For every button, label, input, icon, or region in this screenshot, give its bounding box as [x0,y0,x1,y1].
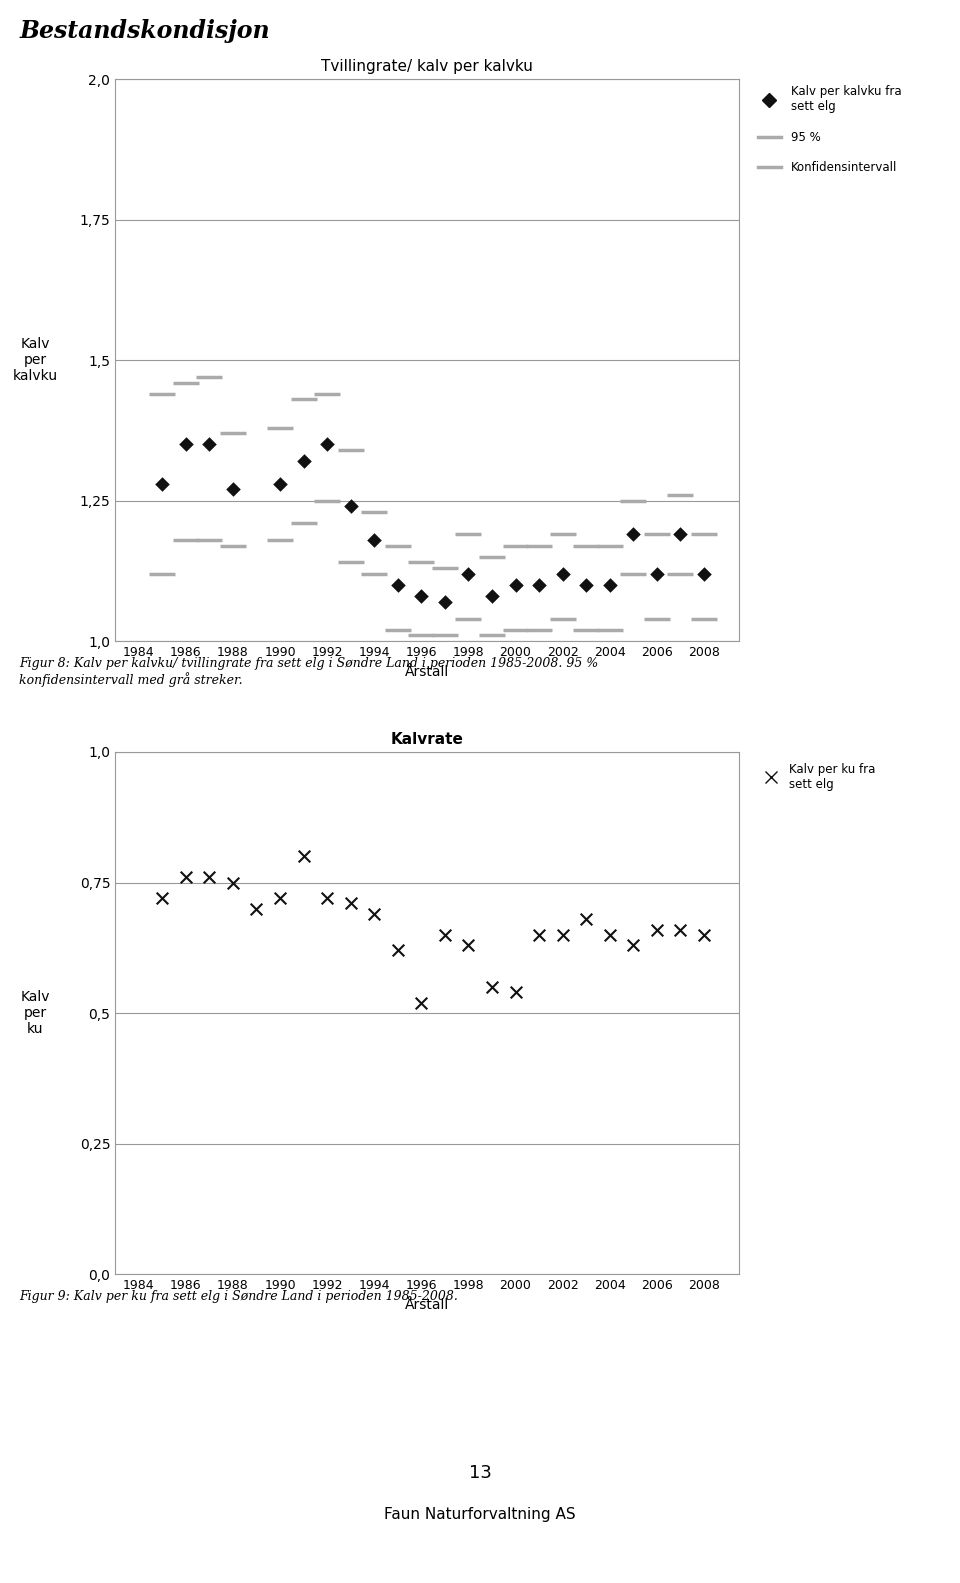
Point [673,917,688,942]
Point [414,989,429,1015]
Point [414,584,429,609]
Point [179,864,194,890]
Point [649,917,664,942]
Point [343,891,358,917]
Title: Kalvrate: Kalvrate [391,731,464,747]
Point [437,589,452,614]
Text: Figur 8: Kalv per kalvku/ tvillingrate fra sett elg i Søndre Land i perioden 198: Figur 8: Kalv per kalvku/ tvillingrate f… [19,657,598,687]
Point [602,573,617,598]
Point [579,573,594,598]
Text: Faun Naturforvaltning AS: Faun Naturforvaltning AS [384,1507,576,1521]
Point [367,901,382,926]
Point [532,573,547,598]
Legend: Kalv per kalvku fra
sett elg, 95 %, Konfidensintervall: Kalv per kalvku fra sett elg, 95 %, Konf… [757,85,901,174]
Point [296,844,311,869]
Point [273,885,288,910]
Text: Figur 9: Kalv per ku fra sett elg i Søndre Land i perioden 1985-2008.: Figur 9: Kalv per ku fra sett elg i Sønd… [19,1290,458,1303]
Point [226,871,241,896]
Point [296,448,311,473]
Point [390,573,405,598]
Text: 13: 13 [468,1464,492,1482]
Point [555,560,570,586]
Point [320,885,335,910]
Point [179,432,194,457]
Point [508,980,523,1005]
Point [461,560,476,586]
Point [155,472,170,497]
Point [484,974,499,1000]
Point [249,896,264,921]
Point [626,522,641,548]
Point [226,476,241,502]
Point [155,885,170,910]
Point [202,864,217,890]
Title: Tvillingrate/ kalv per kalvku: Tvillingrate/ kalv per kalvku [322,59,533,74]
X-axis label: Årstall: Årstall [405,1298,449,1312]
Point [437,921,452,947]
Point [555,921,570,947]
Point [273,472,288,497]
Point [202,432,217,457]
Y-axis label: Kalv
per
ku: Kalv per ku [20,989,50,1037]
Text: Bestandskondisjon: Bestandskondisjon [19,19,270,43]
Point [579,907,594,932]
Point [390,937,405,962]
Point [320,432,335,457]
Point [602,921,617,947]
Y-axis label: Kalv
per
kalvku: Kalv per kalvku [12,337,58,383]
Point [649,560,664,586]
Point [461,932,476,958]
Point [532,921,547,947]
Point [367,527,382,552]
Legend: Kalv per ku fra
sett elg: Kalv per ku fra sett elg [757,758,880,795]
Point [696,921,711,947]
Point [696,560,711,586]
Point [673,522,688,548]
Point [343,494,358,519]
Point [626,932,641,958]
Point [484,584,499,609]
Point [508,573,523,598]
X-axis label: Årstall: Årstall [405,665,449,679]
